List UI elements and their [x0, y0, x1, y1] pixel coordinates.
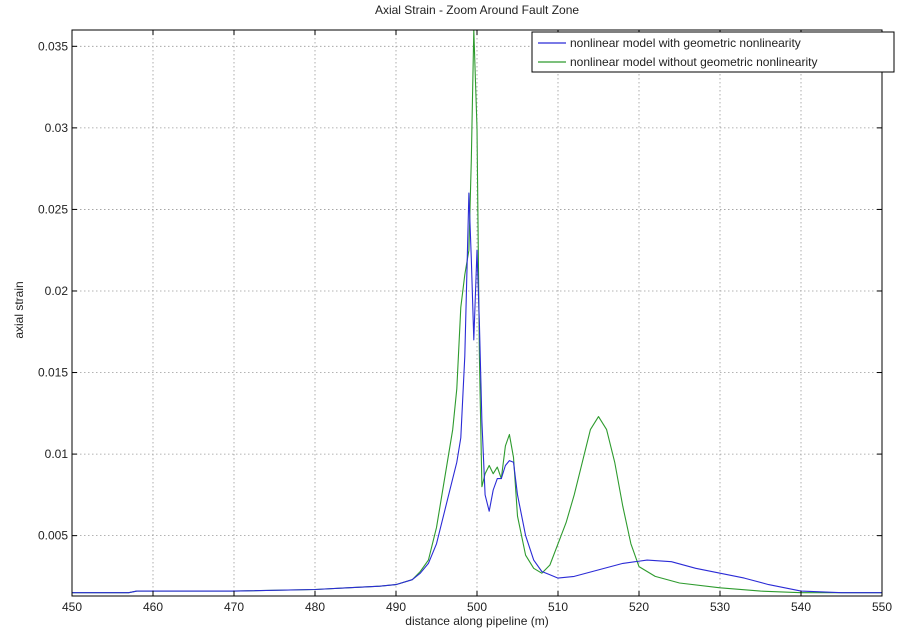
- y-tick-label: 0.005: [38, 529, 68, 543]
- legend-label-without-geometric: nonlinear model without geometric nonlin…: [570, 55, 817, 69]
- x-tick-label: 550: [872, 600, 892, 614]
- x-tick-labels: 450 460 470 480 490 500 510 520 530 540 550: [62, 600, 892, 614]
- y-tick-label: 0.025: [38, 202, 68, 216]
- x-tick-label: 510: [548, 600, 568, 614]
- x-tick-label: 460: [143, 600, 163, 614]
- axis-ticks: [71, 30, 883, 596]
- x-tick-label: 470: [224, 600, 244, 614]
- x-tick-label: 490: [386, 600, 406, 614]
- x-tick-label: 540: [791, 600, 811, 614]
- legend-label-with-geometric: nonlinear model with geometric nonlinear…: [570, 36, 801, 50]
- y-tick-label: 0.01: [45, 447, 69, 461]
- y-tick-labels: 0.005 0.01 0.015 0.02 0.025 0.03 0.035: [38, 39, 68, 542]
- y-tick-label: 0.02: [45, 284, 69, 298]
- x-tick-label: 520: [629, 600, 649, 614]
- chart-title: Axial Strain - Zoom Around Fault Zone: [375, 3, 579, 17]
- x-tick-label: 450: [62, 600, 82, 614]
- x-tick-label: 530: [710, 600, 730, 614]
- plot-lines: [72, 29, 882, 594]
- y-tick-label: 0.035: [38, 39, 68, 53]
- x-tick-label: 500: [467, 600, 487, 614]
- legend-box: [531, 31, 895, 73]
- y-tick-label: 0.015: [38, 366, 68, 380]
- series-line-with-geometric: [72, 192, 882, 594]
- x-axis-title: distance along pipeline (m): [405, 614, 548, 628]
- y-axis-title: axial strain: [12, 281, 26, 338]
- series-line-without-geometric: [72, 29, 882, 594]
- x-tick-label: 480: [305, 600, 325, 614]
- legend: nonlinear model with geometric nonlinear…: [531, 31, 895, 73]
- y-tick-label: 0.03: [45, 121, 69, 135]
